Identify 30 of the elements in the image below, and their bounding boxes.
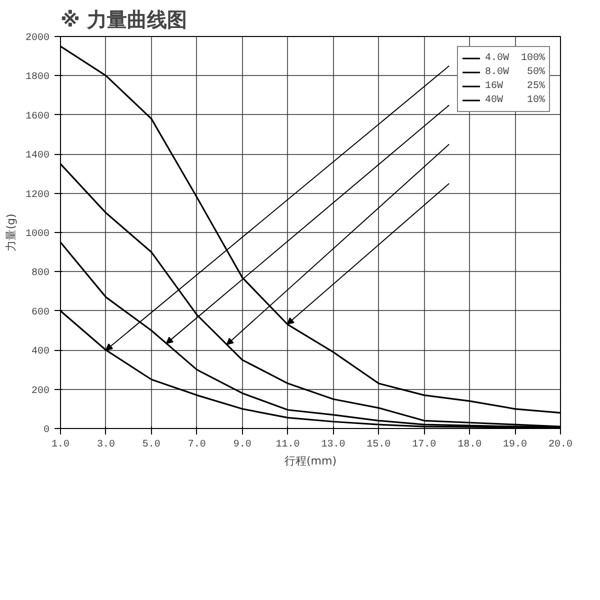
chart-title: ※ 力量曲线图 <box>60 8 187 32</box>
x-tick-label: 11.0 <box>276 440 300 450</box>
y-axis-title: 力量(g) <box>4 214 18 252</box>
y-tick-label: 0 <box>44 425 50 436</box>
legend-label: 8.0W 50% <box>484 66 545 79</box>
y-tick-label: 1200 <box>25 190 50 201</box>
y-tick-label: 2000 <box>25 33 50 44</box>
y-tick-label: 1400 <box>25 150 50 162</box>
x-tick-label: 7.0 <box>188 440 206 450</box>
y-tick-label: 1000 <box>25 229 50 240</box>
y-tick-label: 400 <box>31 346 50 358</box>
x-tick-label: 17.0 <box>412 440 436 450</box>
x-tick-label: 5.0 <box>142 440 160 450</box>
x-tick-label: 20.0 <box>548 440 573 450</box>
x-tick-label: 13.0 <box>321 440 346 450</box>
x-tick-label: 18.0 <box>458 440 482 450</box>
legend-label: 16W 25% <box>484 80 545 93</box>
y-tick-label: 1600 <box>25 111 50 122</box>
legend-label: 40W 10% <box>484 94 545 107</box>
x-tick-label: 1.0 <box>52 440 70 450</box>
x-tick-label: 9.0 <box>233 440 252 450</box>
y-tick-label: 600 <box>31 307 50 318</box>
y-tick-label: 200 <box>31 386 50 397</box>
x-tick-label: 15.0 <box>366 440 391 450</box>
x-tick-label: 19.0 <box>503 440 528 450</box>
x-axis-title: 行程(mm) <box>284 454 337 468</box>
legend-label: 4.0W 100% <box>484 52 545 65</box>
y-tick-label: 800 <box>31 268 50 280</box>
y-tick-label: 1800 <box>25 72 50 84</box>
x-tick-label: 3.0 <box>96 440 115 450</box>
